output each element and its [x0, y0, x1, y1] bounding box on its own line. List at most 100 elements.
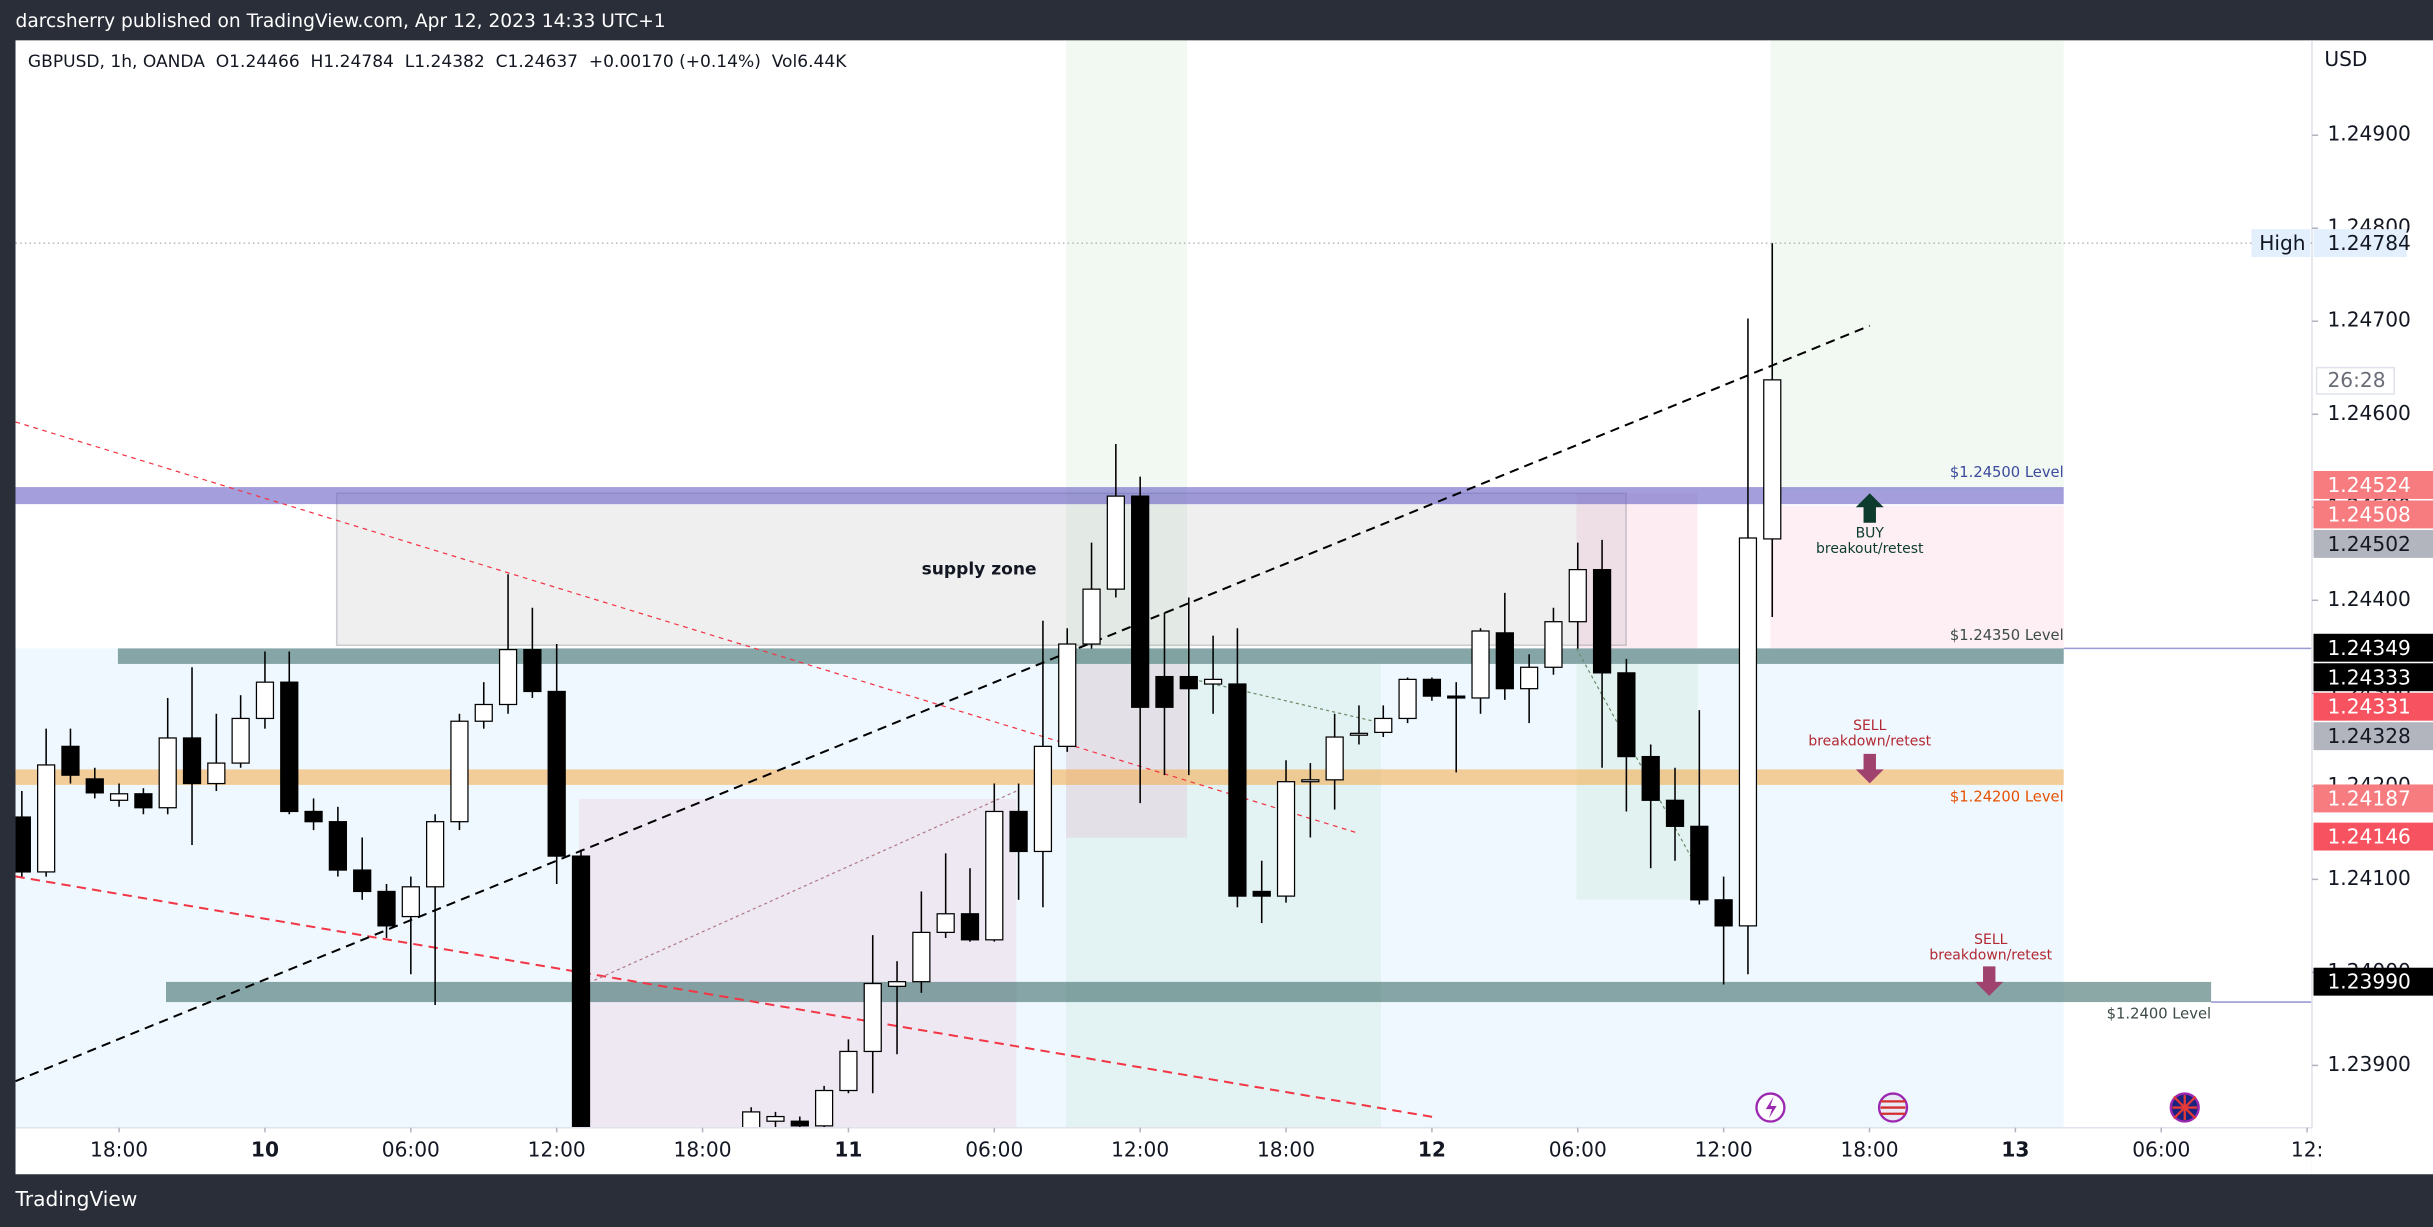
legend-item: L1.24382	[405, 52, 485, 72]
price-tag-label: 1.24331	[2327, 695, 2410, 719]
price-tag-label: 1.24524	[2327, 473, 2410, 497]
price-tag	[2313, 529, 2433, 558]
publish-info: darcsherry published on TradingView.com,…	[16, 11, 666, 32]
level-band	[117, 648, 2064, 664]
candle-body	[1009, 810, 1028, 853]
candle-body	[523, 648, 542, 693]
price-tag	[2313, 822, 2433, 851]
candle-body	[742, 1111, 761, 1128]
candle-body	[1763, 379, 1782, 540]
x-tick-label: 13	[2001, 1137, 2029, 1161]
x-tick-label: 12:00	[1111, 1137, 1169, 1161]
price-tag-label: 1.23990	[2327, 970, 2410, 994]
candle-body	[15, 816, 31, 873]
candle-body	[304, 810, 323, 823]
drawings: supply zone BUY breakout/retest SELL bre…	[15, 40, 2312, 1128]
annotation: breakdown/retest	[1808, 733, 1931, 749]
annotation: breakout/retest	[1816, 541, 1924, 557]
candle-body	[377, 890, 396, 927]
candle-body	[1374, 717, 1393, 734]
candle-body	[1276, 781, 1296, 897]
annotation: SELL	[1974, 932, 2007, 948]
price-tag	[2313, 471, 2433, 499]
candle-body	[1155, 675, 1174, 708]
pink-zone	[1770, 505, 2064, 649]
candle-body	[1592, 568, 1612, 674]
candle-body	[1738, 537, 1758, 927]
x-tick-label: 12:00	[1695, 1137, 1753, 1161]
candle-body	[547, 690, 566, 857]
high-tag	[2251, 229, 2311, 258]
candle-body	[863, 982, 882, 1053]
candle-body	[1544, 621, 1563, 668]
candle-body	[1422, 678, 1442, 697]
annotation: breakdown/retest	[1929, 948, 2052, 964]
candle-body	[498, 648, 518, 706]
candle-body	[1325, 736, 1344, 781]
candle-body	[231, 717, 250, 764]
candle-body	[1690, 825, 1709, 901]
high-tag	[2313, 229, 2407, 258]
level-label: $1.24350 Level	[1950, 627, 2064, 644]
candle-body	[1179, 675, 1198, 690]
candle-body	[61, 745, 80, 776]
candle-body	[1495, 632, 1514, 690]
buy-arrow	[1855, 493, 1884, 523]
high-tag-name: High	[2259, 231, 2305, 255]
legend-item: GBPUSD, 1h, OANDA	[28, 52, 205, 72]
event-icon-glyph	[2172, 1095, 2198, 1120]
annotation: BUY	[1856, 526, 1885, 542]
price-tag	[2313, 967, 2433, 996]
x-tick-label: 10	[251, 1137, 279, 1161]
candle-body	[1203, 678, 1223, 685]
candle-body	[280, 681, 299, 813]
event-icon-glyph	[1880, 1100, 1906, 1115]
x-tick-label: 18:00	[674, 1137, 732, 1161]
candle-body	[960, 913, 980, 941]
candle-body	[936, 913, 955, 934]
candle-body	[85, 778, 104, 794]
session-band	[1770, 40, 2064, 491]
high-tag-label: 1.24784	[2327, 231, 2410, 255]
candle-body	[1252, 890, 1271, 897]
candle-body	[1349, 732, 1369, 736]
level-band	[166, 981, 2212, 1003]
x-tick-label: 06:00	[965, 1137, 1023, 1161]
x-tick-label: 18:00	[90, 1137, 148, 1161]
candle-body	[1665, 799, 1685, 827]
candle-body	[474, 703, 493, 722]
candle-body	[158, 737, 177, 809]
price-tag-label: 1.24502	[2327, 532, 2410, 556]
candle-body	[1641, 755, 1660, 801]
session-band	[1065, 40, 1188, 1128]
symbol-legend: GBPUSD, 1h, OANDA O1.24466 H1.24784 L1.2438…	[28, 52, 847, 72]
candle-body	[328, 821, 348, 871]
price-tag	[2313, 692, 2433, 721]
candle-body	[1471, 630, 1490, 699]
candle-body	[887, 981, 907, 987]
candle-body	[985, 810, 1004, 941]
countdown-tag	[2315, 366, 2395, 395]
candle-body	[1058, 643, 1077, 747]
brand: TradingView	[15, 1187, 138, 1211]
level-label: $1.2400 Level	[2107, 1005, 2211, 1022]
annotation: SELL	[1853, 718, 1886, 734]
candle-body	[790, 1120, 809, 1127]
x-tick-label: 12:00	[528, 1137, 586, 1161]
legend-item: Vol6.44K	[772, 52, 847, 72]
y-tick-label: 1.24100	[2327, 866, 2410, 890]
candle-body	[1106, 495, 1125, 590]
price-tag-label: 1.24333	[2327, 665, 2410, 689]
candle-body	[571, 855, 591, 1128]
x-tick-label: 06:00	[382, 1137, 440, 1161]
countdown: 26:28	[2327, 368, 2385, 392]
candle-body	[1228, 683, 1247, 897]
trend-line	[15, 875, 1433, 1118]
y-tick-label: 1.24900	[2327, 122, 2410, 146]
legend-item: H1.24784	[311, 52, 394, 72]
event-icon-glyph	[1765, 1096, 1777, 1119]
price-tag	[2313, 784, 2433, 813]
candle-body	[912, 931, 931, 983]
y-tick-label: 1.24600	[2327, 401, 2410, 425]
